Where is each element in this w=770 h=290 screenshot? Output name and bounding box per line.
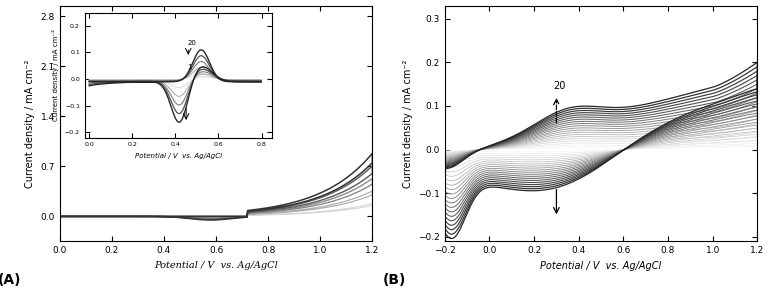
Y-axis label: Current density / mA cm⁻²: Current density / mA cm⁻² bbox=[25, 59, 35, 188]
Text: 20: 20 bbox=[553, 81, 565, 91]
Text: (A): (A) bbox=[0, 273, 21, 287]
Text: (B): (B) bbox=[382, 273, 406, 287]
X-axis label: Potential / V  vs. Ag/AgCl: Potential / V vs. Ag/AgCl bbox=[154, 261, 278, 270]
X-axis label: Potential / V  vs. Ag/AgCl: Potential / V vs. Ag/AgCl bbox=[541, 261, 661, 271]
Y-axis label: Current density / mA cm⁻²: Current density / mA cm⁻² bbox=[403, 59, 413, 188]
